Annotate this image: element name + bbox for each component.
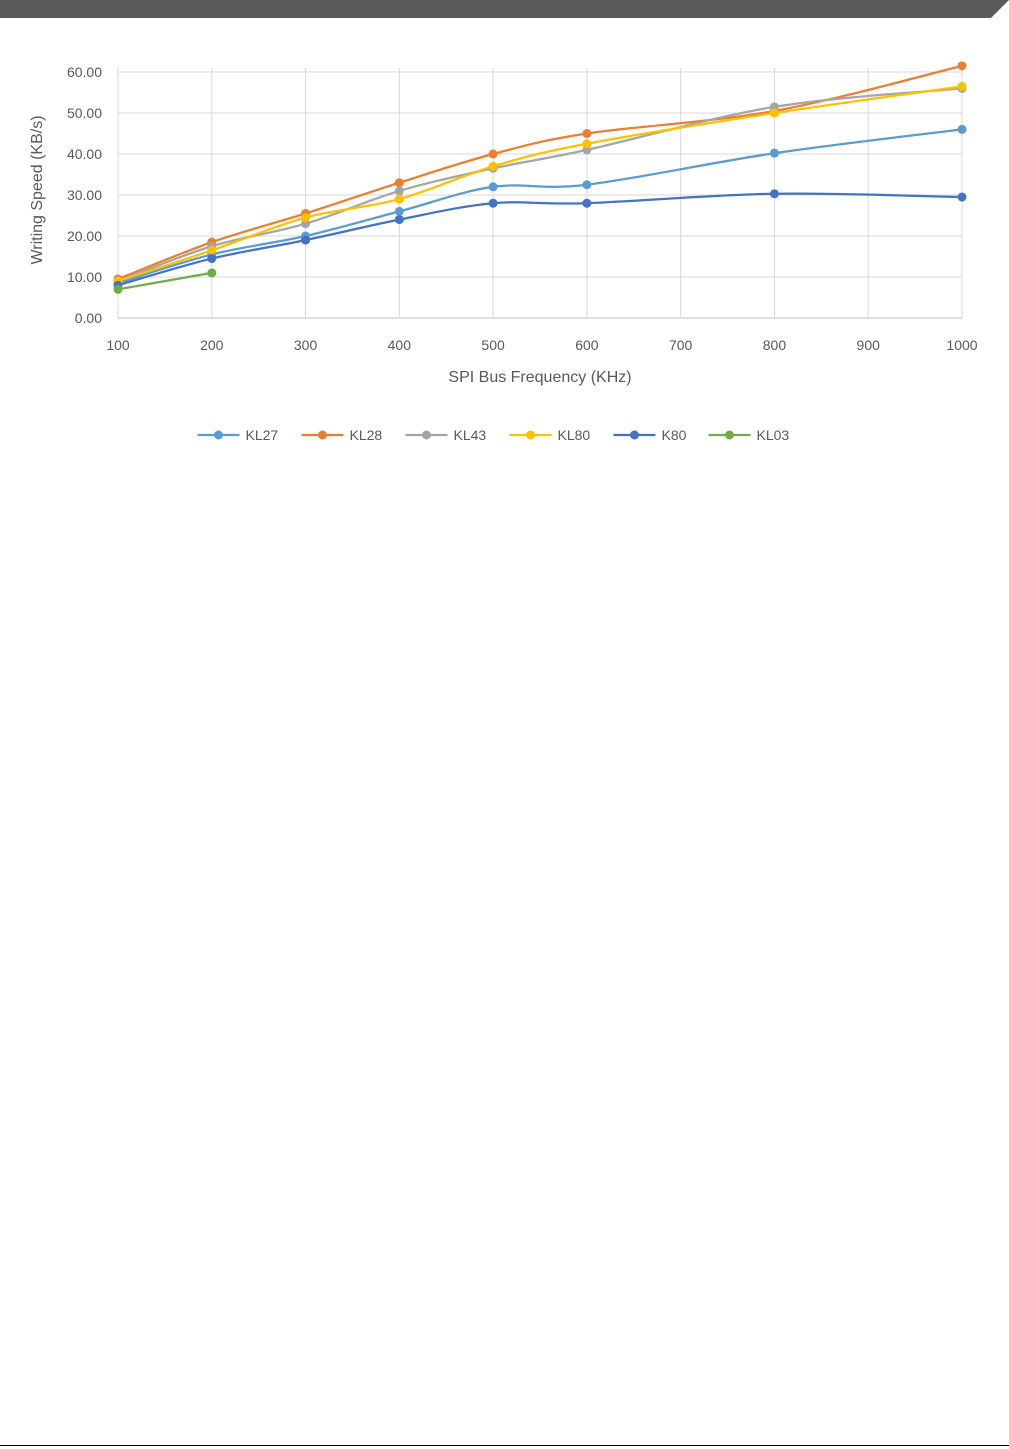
x-tick-label: 900 bbox=[857, 337, 881, 353]
legend-item-kl03: KL03 bbox=[708, 427, 790, 443]
legend-label: KL80 bbox=[558, 427, 591, 443]
data-point-kl80 bbox=[394, 194, 404, 204]
y-tick-label: 50.00 bbox=[67, 105, 102, 121]
data-point-kl27 bbox=[957, 124, 967, 134]
legend-label: KL43 bbox=[454, 427, 487, 443]
legend-label: K80 bbox=[662, 427, 687, 443]
series-line-kl03 bbox=[116, 271, 213, 291]
line-chart: 0.00 10.00 20.00 30.00 40.00 50.00 60.00 100 20… bbox=[29, 61, 978, 443]
data-point-k80 bbox=[769, 189, 779, 199]
data-point-kl43 bbox=[301, 219, 311, 229]
data-point-k80 bbox=[394, 215, 404, 225]
y-tick-label: 20.00 bbox=[67, 228, 102, 244]
header-bar-shape bbox=[0, 0, 1009, 18]
data-point-kl27 bbox=[394, 206, 404, 216]
x-tick-label: 300 bbox=[294, 337, 318, 353]
legend-item-kl27: KL27 bbox=[197, 427, 279, 443]
x-tick-label: 400 bbox=[388, 337, 412, 353]
data-point-kl43 bbox=[394, 186, 404, 196]
data-point-kl80 bbox=[207, 245, 217, 255]
data-point-kl80 bbox=[769, 108, 779, 118]
data-point-k80 bbox=[582, 198, 592, 208]
legend-swatch-marker bbox=[526, 430, 535, 440]
data-point-kl43 bbox=[582, 145, 592, 155]
data-point-k80 bbox=[957, 192, 967, 202]
y-tick-label: 0.00 bbox=[75, 310, 102, 326]
x-tick-label: 200 bbox=[200, 337, 224, 353]
y-tick-labels: 0.00 10.00 20.00 30.00 40.00 50.00 60.00 bbox=[67, 64, 102, 326]
y-tick-label: 40.00 bbox=[67, 146, 102, 162]
x-tick-labels: 100 200 300 400 500 600 700 800 900 1000 bbox=[106, 337, 977, 353]
x-tick-label: 100 bbox=[106, 337, 130, 353]
legend-item-k80: K80 bbox=[613, 427, 687, 443]
data-point-kl03 bbox=[113, 284, 123, 294]
data-point-kl28 bbox=[957, 61, 967, 71]
legend: KL27 KL28 KL43 KL80 K80 KL03 bbox=[197, 427, 790, 443]
data-point-kl27 bbox=[582, 180, 592, 190]
x-axis-title: SPI Bus Frequency (KHz) bbox=[448, 369, 631, 386]
legend-label: KL28 bbox=[350, 427, 383, 443]
x-tick-label: 800 bbox=[763, 337, 787, 353]
data-point-kl80 bbox=[582, 139, 592, 149]
data-point-k80 bbox=[301, 235, 311, 245]
legend-item-kl28: KL28 bbox=[301, 427, 383, 443]
data-point-kl27 bbox=[769, 148, 779, 158]
y-tick-label: 60.00 bbox=[67, 64, 102, 80]
footer-rule bbox=[0, 1445, 1009, 1446]
series-layer bbox=[113, 61, 967, 294]
x-tick-label: 500 bbox=[481, 337, 505, 353]
legend-swatch-marker bbox=[318, 430, 327, 440]
y-axis-title: Writing Speed (KB/s) bbox=[29, 115, 46, 264]
data-point-kl28 bbox=[582, 129, 592, 138]
legend-swatch-marker bbox=[630, 430, 639, 440]
data-point-kl28 bbox=[394, 178, 404, 188]
legend-item-kl80: KL80 bbox=[509, 427, 591, 443]
data-point-k80 bbox=[207, 254, 217, 264]
legend-swatch-marker bbox=[214, 430, 223, 440]
y-tick-label: 10.00 bbox=[67, 269, 102, 285]
data-point-kl03 bbox=[207, 268, 217, 278]
data-point-kl80 bbox=[301, 213, 311, 223]
data-point-kl80 bbox=[488, 161, 498, 171]
data-point-kl27 bbox=[488, 182, 498, 192]
data-point-kl43 bbox=[769, 102, 779, 112]
data-point-k80 bbox=[488, 198, 498, 208]
header-bar bbox=[0, 0, 1009, 18]
data-point-kl80 bbox=[957, 81, 967, 91]
x-tick-label: 600 bbox=[575, 337, 599, 353]
legend-item-kl43: KL43 bbox=[405, 427, 487, 443]
y-tick-label: 30.00 bbox=[67, 187, 102, 203]
legend-label: KL27 bbox=[246, 427, 279, 443]
data-point-kl28 bbox=[488, 149, 498, 159]
legend-label: KL03 bbox=[757, 427, 790, 443]
legend-swatch-marker bbox=[725, 430, 734, 440]
legend-swatch-marker bbox=[422, 430, 431, 440]
x-tick-label: 700 bbox=[669, 337, 693, 353]
x-tick-label: 1000 bbox=[946, 337, 977, 353]
